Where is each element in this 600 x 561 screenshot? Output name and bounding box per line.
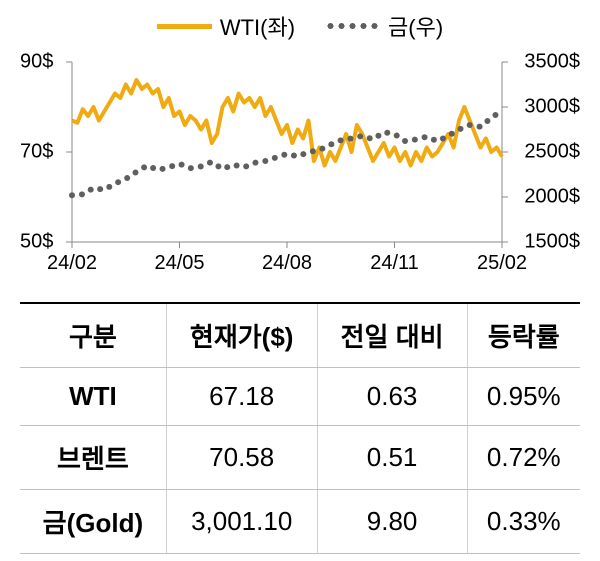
table-header-cell: 구분 — [20, 303, 166, 368]
table-cell: 브렌트 — [20, 426, 166, 490]
legend-label-wti: WTI(좌) — [220, 10, 295, 42]
table-cell: 0.33% — [467, 490, 580, 554]
table-cell: WTI — [20, 368, 166, 426]
x-tick-label: 24/05 — [154, 252, 204, 275]
y-left-tick-label: 50$ — [20, 231, 53, 254]
price-table: 구분현재가($)전일 대비등락률 WTI67.180.630.95%브렌트70.… — [20, 302, 580, 554]
x-tick-label: 24/11 — [370, 252, 419, 275]
chart-svg — [20, 57, 580, 277]
table-row: WTI67.180.630.95% — [20, 368, 580, 426]
x-tick-label: 24/08 — [262, 252, 312, 275]
table-cell: 0.72% — [467, 426, 580, 490]
legend-label-gold: 금(우) — [388, 10, 443, 42]
table-cell: 9.80 — [317, 490, 467, 554]
price-chart: 50$70$90$1500$2000$2500$3000$3500$24/022… — [20, 57, 580, 277]
y-left-tick-label: 70$ — [20, 141, 53, 164]
y-left-tick-label: 90$ — [20, 51, 53, 74]
chart-legend: WTI(좌) 금(우) — [20, 10, 580, 42]
y-right-tick-label: 3000$ — [524, 96, 580, 119]
y-right-tick-label: 2500$ — [524, 141, 580, 164]
table-cell: 금(Gold) — [20, 490, 166, 554]
y-right-tick-label: 2000$ — [524, 186, 580, 209]
table-cell: 0.63 — [317, 368, 467, 426]
table-cell: 67.18 — [166, 368, 317, 426]
table-header-cell: 전일 대비 — [317, 303, 467, 368]
x-tick-label: 25/02 — [477, 252, 527, 275]
table-cell: 0.95% — [467, 368, 580, 426]
table-header-row: 구분현재가($)전일 대비등락률 — [20, 303, 580, 368]
table-row: 금(Gold)3,001.109.800.33% — [20, 490, 580, 554]
table-cell: 3,001.10 — [166, 490, 317, 554]
legend-swatch-gold — [325, 23, 380, 29]
x-tick-label: 24/02 — [47, 252, 97, 275]
y-right-tick-label: 1500$ — [524, 231, 580, 254]
legend-item-gold: 금(우) — [325, 10, 443, 42]
table-header-cell: 등락률 — [467, 303, 580, 368]
table-header-cell: 현재가($) — [166, 303, 317, 368]
wti-series-line — [72, 80, 502, 166]
legend-item-wti: WTI(좌) — [157, 10, 295, 42]
table-cell: 0.51 — [317, 426, 467, 490]
legend-swatch-wti — [157, 24, 212, 29]
y-right-tick-label: 3500$ — [524, 51, 580, 74]
table-cell: 70.58 — [166, 426, 317, 490]
table-row: 브렌트70.580.510.72% — [20, 426, 580, 490]
table-body: WTI67.180.630.95%브렌트70.580.510.72%금(Gold… — [20, 368, 580, 554]
